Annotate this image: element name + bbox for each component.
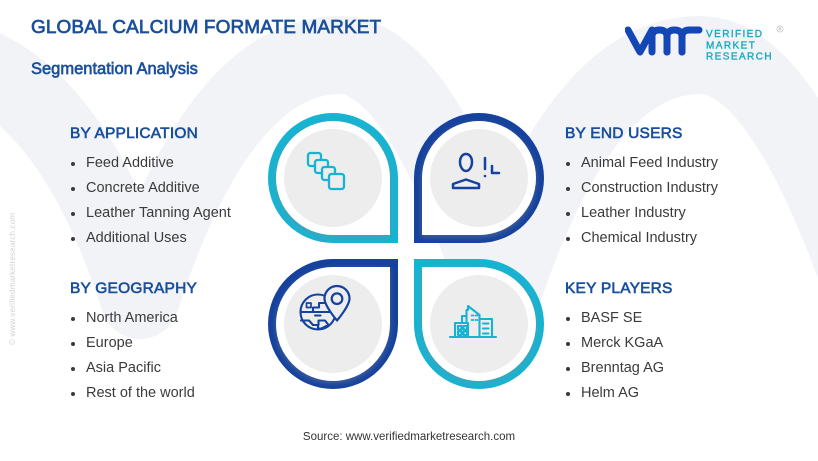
svg-text:R: R <box>778 27 781 32</box>
svg-text:RESEARCH: RESEARCH <box>706 52 773 60</box>
svg-text:VERIFIED: VERIFIED <box>705 29 763 40</box>
svg-text:MARKET: MARKET <box>706 40 756 51</box>
